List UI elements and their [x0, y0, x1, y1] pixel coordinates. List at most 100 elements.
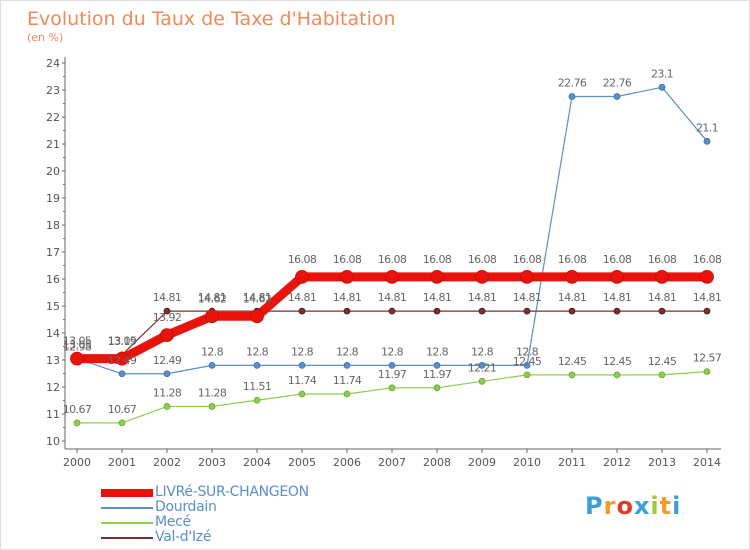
logo-letter: r [603, 492, 617, 520]
legend-swatch [101, 537, 153, 539]
data-label: 14.62 [243, 292, 272, 305]
data-point [700, 269, 714, 284]
data-label: 14.81 [378, 291, 407, 304]
data-label: 13.05 [63, 339, 92, 352]
data-label: 13.05 [108, 335, 137, 348]
data-label: 12.49 [153, 354, 182, 367]
legend-label: Mecé [155, 514, 191, 530]
series-points [70, 83, 714, 427]
data-point [118, 419, 126, 427]
data-label: 11.97 [423, 368, 452, 381]
x-tick-label: 2006 [333, 456, 361, 469]
chart-title: Evolution du Taux de Taxe d'Habitation [27, 8, 396, 30]
data-label: 14.81 [513, 291, 542, 304]
data-label: 12.45 [603, 355, 632, 368]
legend-swatch [101, 489, 153, 497]
data-label: 12.8 [336, 345, 359, 358]
logo-letter: i [672, 492, 682, 520]
data-point [388, 361, 396, 369]
data-label: 14.81 [648, 291, 677, 304]
data-point [658, 83, 666, 91]
data-label: 14.62 [198, 292, 227, 305]
data-label: 12.21 [468, 361, 497, 374]
chart-axes: 10 11 12 13 14 15 16 17 18 19 20 21 22 23 24 2000 2001 20… [46, 57, 721, 469]
data-point [520, 269, 534, 284]
data-point [565, 269, 579, 284]
data-point [613, 93, 621, 100]
y-tick-label: 19 [46, 192, 60, 205]
x-tick-label: 2014 [693, 456, 721, 469]
data-point [298, 307, 306, 315]
data-point [385, 269, 399, 284]
data-label: 22.76 [603, 76, 632, 89]
data-point [568, 307, 576, 315]
data-point [115, 351, 129, 366]
data-point [343, 390, 351, 398]
data-label: 12.8 [291, 345, 314, 358]
data-label: 11.74 [333, 374, 362, 387]
data-point [160, 328, 174, 343]
data-point [388, 384, 396, 392]
y-tick-label: 18 [46, 219, 60, 232]
y-tick-label: 24 [46, 57, 60, 70]
data-point [475, 269, 489, 284]
x-tick-label: 2004 [243, 456, 271, 469]
data-label: 16.08 [378, 253, 407, 266]
data-label: 12.45 [648, 355, 677, 368]
data-point [298, 361, 306, 369]
data-label: 10.67 [63, 403, 92, 416]
y-tick-label: 14 [46, 327, 60, 340]
data-point [610, 269, 624, 284]
data-label: 16.08 [513, 253, 542, 266]
y-tick-label: 11 [46, 408, 60, 421]
data-label: 16.08 [648, 253, 677, 266]
data-point [430, 269, 444, 284]
legend-swatch [101, 507, 153, 509]
y-tick-label: 15 [46, 300, 60, 313]
x-tick-label: 2007 [378, 456, 406, 469]
data-label: 13.92 [153, 311, 182, 324]
data-point [118, 370, 126, 378]
y-tick-label: 22 [46, 111, 60, 124]
data-label: 13.19 [108, 335, 137, 348]
logo-letter: P [585, 492, 604, 520]
data-label: 14.81 [243, 291, 272, 304]
data-label: 16.08 [333, 253, 362, 266]
data-label: 11.28 [153, 386, 182, 399]
logo-letter: x [633, 492, 651, 520]
data-point [658, 371, 666, 379]
data-point [703, 368, 711, 376]
y-tick-label: 21 [46, 138, 60, 151]
data-label: 12.8 [381, 345, 404, 358]
data-label: 12.8 [426, 345, 449, 358]
data-label: 21.1 [696, 121, 718, 134]
data-label: 16.08 [423, 253, 452, 266]
data-point [703, 307, 711, 315]
data-label: 16.08 [468, 253, 497, 266]
y-tick-label: 16 [46, 273, 60, 286]
x-tick-label: 2005 [288, 456, 316, 469]
data-point [163, 307, 171, 315]
data-label: 12.8 [246, 345, 269, 358]
data-point [433, 384, 441, 392]
data-label: 12.57 [693, 352, 722, 365]
data-label: 14.81 [423, 291, 452, 304]
data-label: 14.81 [198, 291, 227, 304]
proxiti-logo: Proxiti [585, 492, 681, 520]
data-label: 16.08 [693, 253, 722, 266]
data-point [478, 377, 486, 385]
data-label: 12.98 [63, 341, 92, 354]
data-point [613, 371, 621, 379]
data-label: 16.08 [288, 253, 317, 266]
data-label: 12.45 [513, 355, 542, 368]
data-label: 11.97 [378, 368, 407, 381]
y-tick-label: 23 [46, 84, 60, 97]
data-point [433, 307, 441, 315]
data-label: 11.51 [243, 380, 272, 393]
data-label: 12.8 [201, 345, 224, 358]
legend-label: Val-d'Izé [155, 529, 212, 545]
data-label: 11.74 [288, 374, 317, 387]
y-tick-label: 10 [46, 435, 60, 448]
data-label: 10.67 [108, 403, 137, 416]
